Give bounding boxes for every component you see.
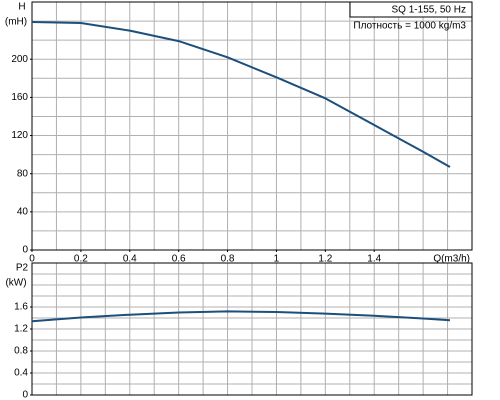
y-tick-label: 40	[17, 206, 29, 217]
y-tick-label: 0.4	[14, 368, 28, 379]
x-tick-label: 0	[29, 254, 35, 265]
curve	[31, 310, 451, 323]
curve	[31, 21, 451, 168]
y-tick-label: 1.2	[14, 324, 28, 335]
x-tick-label: 0.8	[221, 254, 235, 265]
y-tick-label: 0.8	[14, 346, 28, 357]
y-axis-unit: (kW)	[5, 278, 26, 289]
x-tick-label: 1.4	[367, 254, 381, 265]
y-tick-label: 200	[11, 54, 28, 65]
annotation: SQ 1-155, 50 Hz	[392, 5, 466, 16]
y-tick-label: 120	[11, 130, 28, 141]
y-axis-label: P2	[16, 263, 29, 274]
x-tick-label: 0.4	[123, 254, 137, 265]
x-tick-label: 1	[274, 254, 280, 265]
plot-frame	[31, 1, 473, 251]
y-tick-label: 160	[11, 92, 28, 103]
annotation: Плотность = 1000 kg/m3	[353, 21, 466, 32]
y-tick-label: 0	[22, 390, 28, 400]
y-tick-label: 1.6	[14, 302, 28, 313]
x-tick-label: 0.2	[74, 254, 88, 265]
x-axis-label: Q(m3/h)	[433, 254, 470, 265]
y-tick-label: 0	[22, 245, 28, 256]
annotation-box	[349, 1, 473, 18]
y-axis-unit: (mH)	[5, 17, 27, 28]
x-tick-label: 0.6	[172, 254, 186, 265]
y-axis-label: H	[18, 2, 25, 13]
x-tick-label: 1.2	[318, 254, 332, 265]
y-tick-label: 80	[17, 168, 29, 179]
